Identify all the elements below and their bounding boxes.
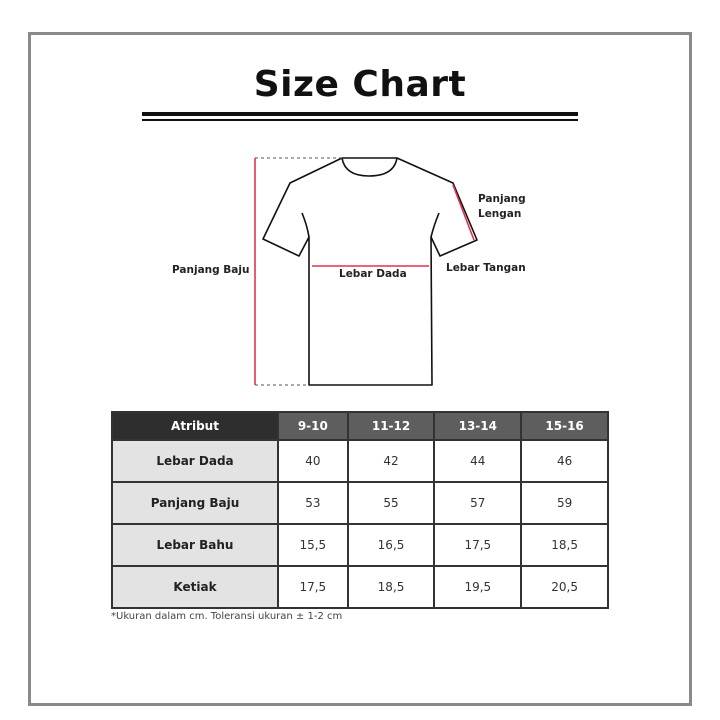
label-panjang-lengan-2: Lengan <box>478 208 522 220</box>
tshirt-left-armhole <box>301 212 310 238</box>
value-cell: 53 <box>277 481 349 525</box>
value-cell: 18,5 <box>520 523 609 567</box>
header-cell: 9-10 <box>277 411 349 441</box>
table-row: Panjang Baju 53 55 57 59 <box>111 481 609 525</box>
page-title: Size Chart <box>253 64 467 105</box>
attr-cell: Lebar Bahu <box>111 523 279 567</box>
value-cell: 42 <box>346 439 436 483</box>
table-header-row: Atribut 9-10 11-12 13-14 15-16 <box>111 411 609 441</box>
tshirt-outline <box>262 157 478 386</box>
value-cell: 55 <box>346 481 436 525</box>
value-cell: 18,5 <box>346 565 436 609</box>
attr-cell: Ketiak <box>111 565 279 609</box>
value-cell: 16,5 <box>346 523 436 567</box>
label-lebar-dada: Lebar Dada <box>339 268 407 280</box>
attr-cell: Lebar Dada <box>111 439 279 483</box>
size-table: Atribut 9-10 11-12 13-14 15-16 Lebar Dad… <box>111 411 609 609</box>
value-cell: 57 <box>433 481 523 525</box>
label-panjang-lengan-1: Panjang <box>478 193 526 205</box>
table-row: Lebar Dada 40 42 44 46 <box>111 439 609 483</box>
value-cell: 59 <box>520 481 609 525</box>
value-cell: 46 <box>520 439 609 483</box>
label-lebar-tangan: Lebar Tangan <box>446 262 526 274</box>
tshirt-right-armhole <box>430 212 440 238</box>
value-cell: 17,5 <box>277 565 349 609</box>
value-cell: 40 <box>277 439 349 483</box>
value-cell: 15,5 <box>277 523 349 567</box>
table-row: Lebar Bahu 15,5 16,5 17,5 18,5 <box>111 523 609 567</box>
value-cell: 44 <box>433 439 523 483</box>
value-cell: 20,5 <box>520 565 609 609</box>
outer-frame <box>28 32 692 706</box>
attr-cell: Panjang Baju <box>111 481 279 525</box>
title-rule-top <box>142 112 578 116</box>
header-cell: Atribut <box>111 411 279 441</box>
table-row: Ketiak 17,5 18,5 19,5 20,5 <box>111 565 609 609</box>
header-cell: 11-12 <box>346 411 436 441</box>
value-cell: 19,5 <box>433 565 523 609</box>
header-cell: 13-14 <box>433 411 523 441</box>
header-cell: 15-16 <box>520 411 609 441</box>
sleeve-measure-line <box>452 184 475 241</box>
value-cell: 17,5 <box>433 523 523 567</box>
tshirt-neckline <box>341 157 398 177</box>
label-panjang-baju: Panjang Baju <box>172 264 250 276</box>
footnote: *Ukuran dalam cm. Toleransi ukuran ± 1-2… <box>111 611 343 622</box>
title-rule-bottom <box>142 119 578 121</box>
